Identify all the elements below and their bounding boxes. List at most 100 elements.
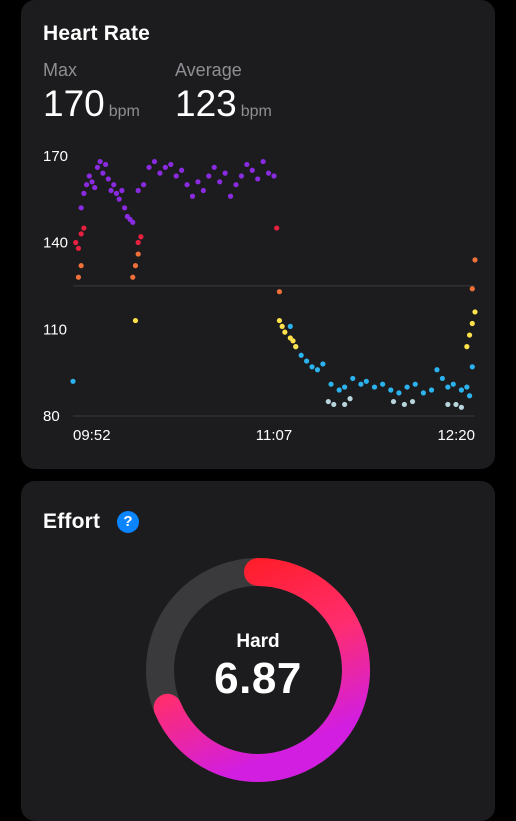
heart-rate-point: [466, 332, 473, 338]
heart-rate-point: [309, 364, 315, 370]
max-label: Max: [43, 60, 78, 80]
average-unit: bpm: [240, 103, 272, 120]
heart-rate-card: Heart Rate Max 170 bpm Average 123 bpm 170…: [21, 0, 495, 469]
heart-rate-point: [434, 367, 440, 373]
heart-rate-point: [371, 384, 378, 390]
heart-rate-point: [279, 323, 285, 329]
heart-rate-point: [108, 187, 114, 194]
heart-rate-point: [409, 398, 416, 405]
heart-rate-point: [453, 401, 459, 408]
heart-rate-point: [195, 179, 201, 185]
heart-rate-point: [179, 167, 185, 173]
heart-rate-point: [388, 387, 394, 393]
heart-rate-point: [331, 401, 337, 408]
heart-rate-point: [469, 364, 475, 370]
heart-rate-point: [238, 173, 245, 179]
heart-rate-point: [347, 396, 353, 402]
heart-rate-point: [303, 358, 310, 364]
heart-rate-point: [162, 164, 168, 170]
heart-rate-point: [111, 182, 117, 188]
heart-rate-point: [94, 164, 101, 170]
heart-rate-title: Heart Rate: [43, 22, 151, 45]
heart-rate-point: [390, 398, 397, 405]
heart-rate-point: [141, 182, 147, 188]
effort-card: Effort ? Hard 6.87: [21, 481, 495, 821]
heart-rate-point: [325, 398, 331, 405]
heart-rate-point: [217, 179, 223, 185]
heart-rate-point: [350, 375, 356, 382]
heart-rate-point: [472, 257, 478, 263]
heart-rate-point: [75, 274, 82, 280]
heart-rate-point: [293, 344, 299, 350]
heart-rate-point: [184, 182, 190, 188]
heart-rate-point: [70, 378, 76, 384]
average-value: 123: [175, 83, 237, 124]
heart-rate-point: [78, 263, 84, 269]
heart-rate-point: [314, 367, 321, 373]
heart-rate-point: [233, 182, 239, 188]
heart-rate-point: [119, 187, 125, 194]
heart-rate-point: [73, 239, 79, 246]
heart-rate-point: [271, 173, 277, 179]
max-stat: Max 170 bpm: [43, 60, 140, 125]
y-tick-label: 80: [43, 408, 60, 425]
heart-rate-point: [358, 381, 364, 387]
heart-rate-point: [464, 344, 470, 350]
heart-rate-point: [113, 190, 120, 196]
heart-rate-point: [132, 263, 139, 269]
question-mark-icon[interactable]: ?: [117, 511, 139, 533]
heart-rate-point: [363, 378, 369, 384]
heart-rate-point: [211, 164, 217, 170]
y-tick-label: 140: [43, 235, 68, 252]
heart-rate-point: [336, 387, 342, 393]
heart-rate-point: [458, 387, 465, 393]
heart-rate-point: [173, 173, 179, 179]
heart-rate-point: [105, 176, 111, 182]
heart-rate-point: [81, 190, 87, 196]
y-tick-label: 170: [43, 148, 68, 165]
heart-rate-point: [458, 404, 465, 410]
heart-rate-point: [200, 187, 206, 194]
heart-rate-point: [298, 352, 304, 358]
heart-rate-point: [130, 274, 136, 280]
heart-rate-point: [282, 329, 288, 335]
heart-rate-point: [466, 393, 473, 399]
heart-rate-point: [445, 401, 451, 408]
heart-rate-point: [151, 158, 158, 165]
average-label: Average: [175, 60, 242, 80]
heart-rate-point: [396, 390, 402, 396]
heart-rate-point: [168, 161, 174, 168]
heart-rate-point: [249, 167, 255, 173]
effort-title: Effort: [43, 510, 101, 533]
heart-rate-point: [100, 170, 106, 176]
heart-rate-point: [472, 309, 478, 315]
heart-rate-point: [222, 170, 228, 176]
y-tick-label: 110: [43, 321, 67, 338]
heart-rate-point: [146, 164, 152, 170]
effort-ring-progress: [153, 558, 370, 782]
heart-rate-point: [130, 219, 136, 225]
heart-rate-point: [97, 158, 103, 165]
heart-rate-point: [274, 225, 280, 231]
heart-rate-point: [276, 317, 283, 324]
heart-rate-point: [135, 187, 141, 194]
heart-rate-point: [265, 170, 272, 176]
heart-rate-point: [78, 205, 84, 211]
heart-rate-point: [189, 193, 196, 199]
heart-rate-point: [135, 239, 141, 246]
heart-rate-point: [227, 193, 234, 199]
effort-level: Hard: [236, 631, 280, 652]
heart-rate-point: [445, 384, 451, 390]
heart-rate-point: [206, 173, 212, 179]
heart-rate-point: [287, 323, 293, 329]
average-stat: Average 123 bpm: [175, 60, 272, 125]
heart-rate-point: [81, 225, 87, 231]
heart-rate-point: [439, 375, 446, 382]
heart-rate-point: [135, 251, 141, 257]
heart-rate-point: [276, 289, 283, 295]
max-unit: bpm: [108, 103, 140, 120]
heart-rate-point: [75, 245, 82, 251]
heart-rate-point: [122, 205, 128, 211]
heart-rate-chart: 170 140 110 80 09:52 11:07 12:20: [43, 148, 478, 444]
heart-rate-point: [86, 173, 92, 179]
